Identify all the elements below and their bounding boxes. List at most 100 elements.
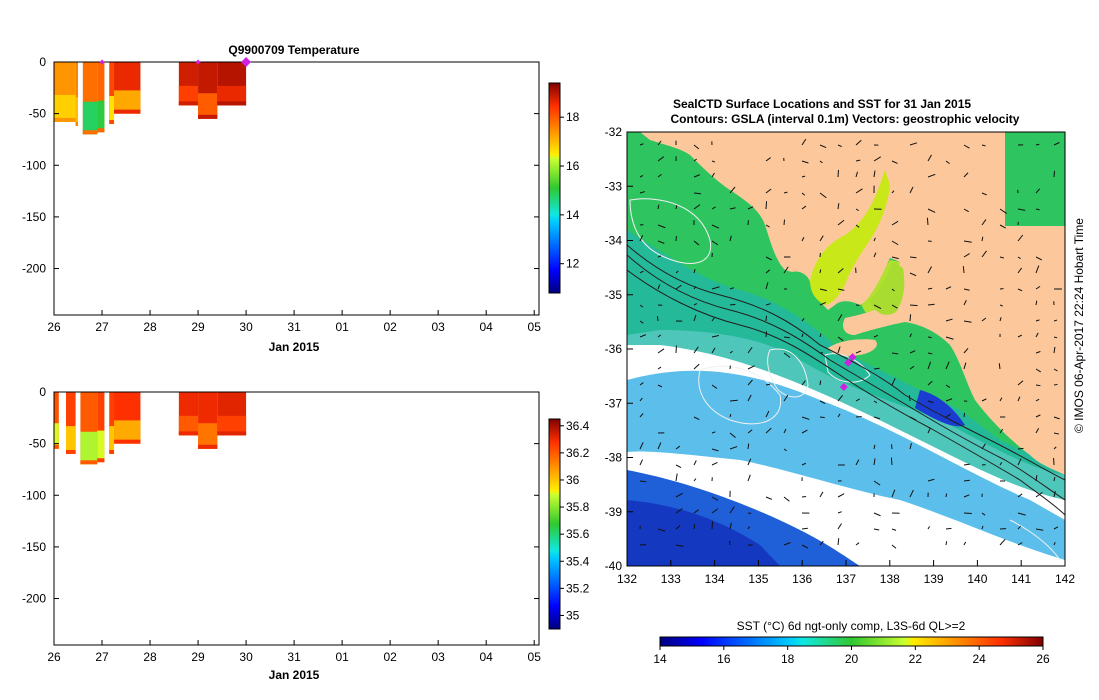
sal-profile-base-6 — [178, 431, 199, 436]
velocity-vector — [693, 523, 696, 530]
velocity-vector — [873, 367, 880, 370]
velocity-vector — [801, 462, 807, 466]
velocity-vector — [711, 347, 716, 354]
velocity-vector — [963, 463, 971, 466]
latitude-axis: -32 -33 -34 -35 -36 -37 -38 -39 -40 — [605, 125, 633, 573]
velocity-vector — [873, 304, 882, 310]
sal-cbtick-label: 35.4 — [566, 554, 590, 568]
velocity-vector — [639, 413, 644, 418]
velocity-vector — [765, 157, 771, 162]
velocity-vector — [963, 240, 972, 243]
sst-cbtick-label: 20 — [845, 652, 859, 666]
sal-ytick-label: -100 — [22, 488, 46, 502]
velocity-vector — [783, 266, 789, 274]
velocity-vector — [765, 410, 770, 418]
velocity-vector — [801, 317, 805, 322]
lon-tick-label: 133 — [661, 572, 681, 586]
sal-profile-base-0 — [54, 444, 59, 449]
velocity-vector — [927, 266, 932, 274]
velocity-vector — [1053, 542, 1056, 546]
bathymetry-3 — [627, 269, 1065, 516]
gsla-contour-1 — [629, 198, 712, 264]
velocity-vector — [656, 316, 659, 322]
velocity-vector — [963, 362, 967, 370]
temp-profile-core-1 — [75, 97, 79, 127]
velocity-vector — [837, 219, 845, 226]
velocity-vector — [675, 270, 679, 274]
temp-xtick-label: 30 — [239, 320, 253, 334]
velocity-vector — [981, 219, 987, 226]
velocity-vector — [855, 350, 862, 354]
velocity-vector — [1053, 526, 1059, 530]
velocity-vector — [711, 206, 716, 210]
temp-profile-core-6 — [178, 85, 199, 106]
velocity-vector — [639, 304, 644, 308]
velocity-vector — [927, 427, 931, 434]
velocity-vector — [639, 270, 644, 274]
salinity-y-axis: 0 -50 -100 -150 -200 — [22, 385, 539, 606]
velocity-vector — [729, 413, 732, 418]
velocity-vector — [675, 473, 678, 482]
velocity-vector — [909, 416, 917, 421]
velocity-vector — [981, 192, 987, 196]
sal-profile-core-6 — [178, 415, 199, 436]
velocity-vector — [891, 528, 897, 531]
velocity-vector — [819, 144, 827, 149]
sal-cbtick-label: 36.4 — [566, 419, 590, 433]
velocity-vector — [801, 160, 809, 164]
velocity-vector — [639, 334, 647, 338]
velocity-vector — [909, 350, 916, 354]
velocity-vector — [711, 431, 716, 434]
velocity-vector — [891, 304, 898, 309]
gsla-contour-2 — [698, 365, 782, 425]
velocity-vector — [819, 269, 822, 274]
velocity-vector — [693, 346, 699, 354]
velocity-vector — [909, 365, 915, 370]
velocity-vector — [963, 479, 970, 482]
velocity-vector — [801, 380, 806, 386]
sst-colorbar-ticks: 14 16 18 20 22 24 26 — [653, 646, 1050, 666]
velocity-vector — [657, 240, 665, 244]
velocity-vector — [765, 383, 771, 386]
seal-marker — [99, 59, 105, 65]
velocity-vector — [1017, 447, 1024, 450]
temp-xtick-label: 26 — [47, 320, 61, 334]
temperature-profiles — [54, 62, 247, 135]
temp-profile-core-3 — [97, 100, 105, 133]
velocity-vector — [693, 478, 697, 482]
velocity-vector — [657, 255, 662, 258]
velocity-vector — [926, 217, 929, 226]
velocity-vector — [1035, 398, 1040, 402]
velocity-vector — [801, 429, 808, 434]
gsla-contour-4 — [824, 353, 871, 383]
sal-xtick-label: 04 — [479, 650, 493, 664]
velocity-vector — [873, 400, 878, 404]
sal-xtick-label: 31 — [287, 650, 301, 664]
velocity-vector — [945, 361, 950, 370]
velocity-vector — [819, 288, 827, 292]
sal-profile-base-5 — [114, 439, 141, 444]
velocity-vector — [873, 237, 876, 242]
map-subtitle: Contours: GSLA (interval 0.1m) Vectors: … — [671, 112, 1020, 126]
velocity-vector — [819, 235, 824, 242]
sal-ytick-label: 0 — [39, 385, 46, 399]
temp-profile-base-4 — [109, 119, 115, 124]
velocity-vector — [1035, 265, 1040, 274]
sal-cbtick-label: 35 — [566, 608, 580, 622]
velocity-vector — [783, 428, 787, 434]
velocity-vector — [693, 509, 700, 514]
bathymetry-1 — [627, 244, 1065, 481]
temperature-xlabel: Jan 2015 — [269, 340, 320, 354]
velocity-vector — [693, 158, 698, 162]
velocity-vector — [765, 496, 773, 500]
velocity-vector — [711, 496, 719, 501]
velocity-vector — [1053, 432, 1060, 435]
sal-xtick-label: 05 — [528, 650, 542, 664]
temp-profile-core-8 — [217, 85, 247, 106]
lat-tick-label: -36 — [605, 342, 623, 356]
velocity-vector — [729, 399, 738, 402]
velocity-vector — [711, 508, 719, 514]
velocity-vector — [963, 300, 967, 306]
velocity-vector — [873, 334, 879, 338]
velocity-vector — [873, 528, 880, 531]
